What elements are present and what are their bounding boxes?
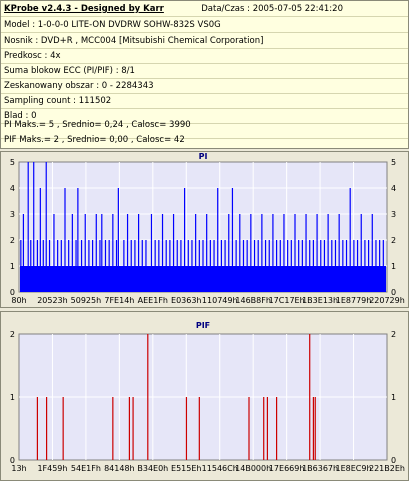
pi-ytick-left: 4 <box>10 184 15 193</box>
pi-xtick-label: 50925h <box>71 296 102 305</box>
pi-ytick-right: 4 <box>391 184 396 193</box>
scan-date: Data/Czas : 2005-07-05 22:41:20 <box>201 4 343 14</box>
info-sampling: Sampling count : 111502 <box>4 96 112 106</box>
pi-xtick-label: AEE1Fh <box>138 296 168 305</box>
pi-chart-title: PI <box>199 152 208 161</box>
info-scan-range: Zeskanowany obszar : 0 - 2284343 <box>4 81 154 91</box>
pi-ytick-right: 5 <box>391 158 396 167</box>
pi-ytick-left: 5 <box>10 158 15 167</box>
pi-xtick-label: 7FE14h <box>104 296 134 305</box>
pif-xtick-label: E515Eh <box>171 464 201 473</box>
info-media: Nosnik : DVD+R , MCC004 [Mitsubishi Chem… <box>4 36 264 46</box>
pif-xtick-label: 14B000h <box>235 464 271 473</box>
pi-ytick-right: 2 <box>391 236 396 245</box>
pi-xtick-label: 80h <box>11 296 26 305</box>
pi-chart: PI 0 0 1 1 2 2 3 3 4 4 5 5 80h 20523h 50925h 7FE14h AEE1F… <box>10 152 405 305</box>
pi-xtick-label: 1B3E13h <box>302 296 338 305</box>
pif-xtick-label: 84148h <box>104 464 135 473</box>
pif-chart: PIF 0 0 1 1 2 2 13h 1F459h 54E1Fh 84148h B34E0h E515… <box>10 321 405 473</box>
info-error: Blad : 0 <box>4 111 37 121</box>
pi-ytick-right: 1 <box>391 262 396 271</box>
pif-xtick-label: 1E8EC9h <box>336 464 372 473</box>
pif-chart-panel: PIF 0 0 1 1 2 2 13h 1F459h 54E1Fh 84148h B34E0h E515… <box>0 311 409 481</box>
info-pi-stats: PI Maks.= 5 , Srednio= 0,24 , Calosc= 39… <box>4 120 191 130</box>
pi-ytick-left: 0 <box>10 288 15 297</box>
pi-xtick-label: 1E8779h <box>336 296 372 305</box>
pi-xtick-label: 17C17Eh <box>269 296 305 305</box>
info-pif-stats: PIF Maks.= 2 , Srednio= 0,00 , Calosc= 4… <box>4 135 185 145</box>
pif-ytick-left: 0 <box>10 456 15 465</box>
pif-xtick-label: 54E1Fh <box>71 464 101 473</box>
pi-ytick-left: 2 <box>10 236 15 245</box>
app-title: KProbe v2.4.3 - Designed by Karr <box>4 4 164 14</box>
pif-ytick-left: 2 <box>10 330 15 339</box>
pif-xtick-label: 13h <box>11 464 26 473</box>
pi-xtick-label: 220729h <box>369 296 405 305</box>
pif-ytick-left: 1 <box>10 393 15 402</box>
info-header: KProbe v2.4.3 - Designed by Karr Data/Cz… <box>4 3 405 15</box>
pi-xtick-label: 110749h <box>202 296 238 305</box>
pif-xtick-label: 221B2Eh <box>369 464 405 473</box>
pi-xtick-label: 146B8Fh <box>235 296 271 305</box>
pi-ytick-right: 0 <box>391 288 396 297</box>
pif-ytick-right: 0 <box>391 456 396 465</box>
pif-ytick-right: 2 <box>391 330 396 339</box>
info-speed: Predkosc : 4x <box>4 51 61 61</box>
pi-ytick-left: 1 <box>10 262 15 271</box>
info-model: Model : 1-0-0-0 LITE-ON DVDRW SOHW-832S … <box>4 20 221 30</box>
pif-xtick-label: 17E669h <box>269 464 305 473</box>
info-ecc-sum: Suma blokow ECC (PI/PIF) : 8/1 <box>4 66 135 76</box>
info-panel: KProbe v2.4.3 - Designed by Karr Data/Cz… <box>0 0 409 149</box>
pif-xtick-label: 1F459h <box>37 464 67 473</box>
pi-ytick-left: 3 <box>10 210 15 219</box>
pif-xtick-label: B34E0h <box>137 464 168 473</box>
pif-ytick-right: 1 <box>391 393 396 402</box>
pi-xtick-label: E0363h <box>171 296 201 305</box>
pif-xtick-label: 11546Ch <box>202 464 238 473</box>
pif-chart-title: PIF <box>196 321 210 330</box>
pif-xtick-label: 1B6367h <box>302 464 338 473</box>
pi-xtick-label: 20523h <box>37 296 68 305</box>
pi-ytick-right: 3 <box>391 210 396 219</box>
pi-chart-panel: PI 0 0 1 1 2 2 3 3 4 4 5 5 80h 20523h 50925h 7FE14h AEE1F… <box>0 151 409 308</box>
